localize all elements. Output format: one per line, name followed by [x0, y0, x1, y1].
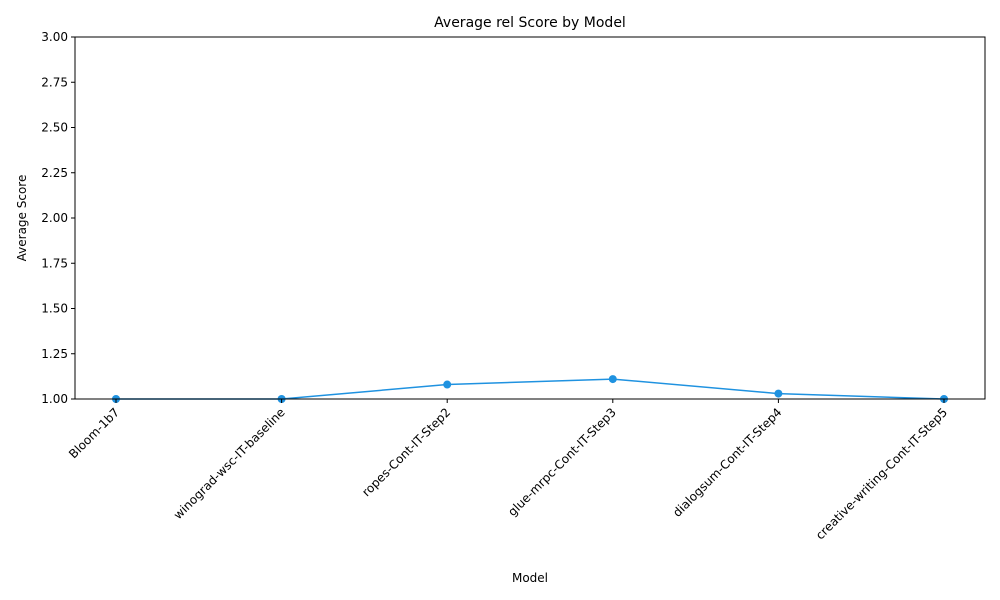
x-tick-label: winograd-wsc-IT-baseline: [171, 405, 288, 522]
y-tick-label: 1.25: [41, 347, 68, 361]
x-tick-label: glue-mrpc-Cont-IT-Step3: [505, 405, 619, 519]
x-tick-label: creative-writing-Cont-IT-Step5: [813, 405, 950, 542]
data-point: [608, 375, 617, 384]
x-axis: Bloom-1b7 winograd-wsc-IT-baseline ropes-C…: [66, 399, 950, 542]
y-tick-label: 2.75: [41, 75, 68, 89]
x-tick-label: dialogsum-Cont-IT-Step4: [670, 405, 784, 519]
y-tick-label: 2.50: [41, 121, 68, 135]
x-tick-label: ropes-Cont-IT-Step2: [359, 405, 453, 499]
series-line: [116, 378, 945, 400]
y-tick-label: 1.50: [41, 302, 68, 316]
chart-title: Average rel Score by Model: [434, 15, 626, 31]
y-tick-label: 2.25: [41, 166, 68, 180]
y-tick-label: 1.00: [41, 392, 68, 406]
data-point: [774, 389, 783, 398]
y-axis-label: Average Score: [15, 175, 29, 262]
y-tick-label: 3.00: [41, 30, 68, 44]
x-axis-label: Model: [512, 571, 548, 585]
y-tick-label: 2.00: [41, 211, 68, 225]
x-tick-label: Bloom-1b7: [66, 405, 122, 461]
data-point: [443, 380, 452, 389]
y-axis: 1.00 1.25 1.50 1.75 2.00 2.25 2.50 2.75 3.00: [41, 30, 75, 406]
plot-frame: [74, 36, 986, 400]
y-tick-label: 1.75: [41, 256, 68, 270]
